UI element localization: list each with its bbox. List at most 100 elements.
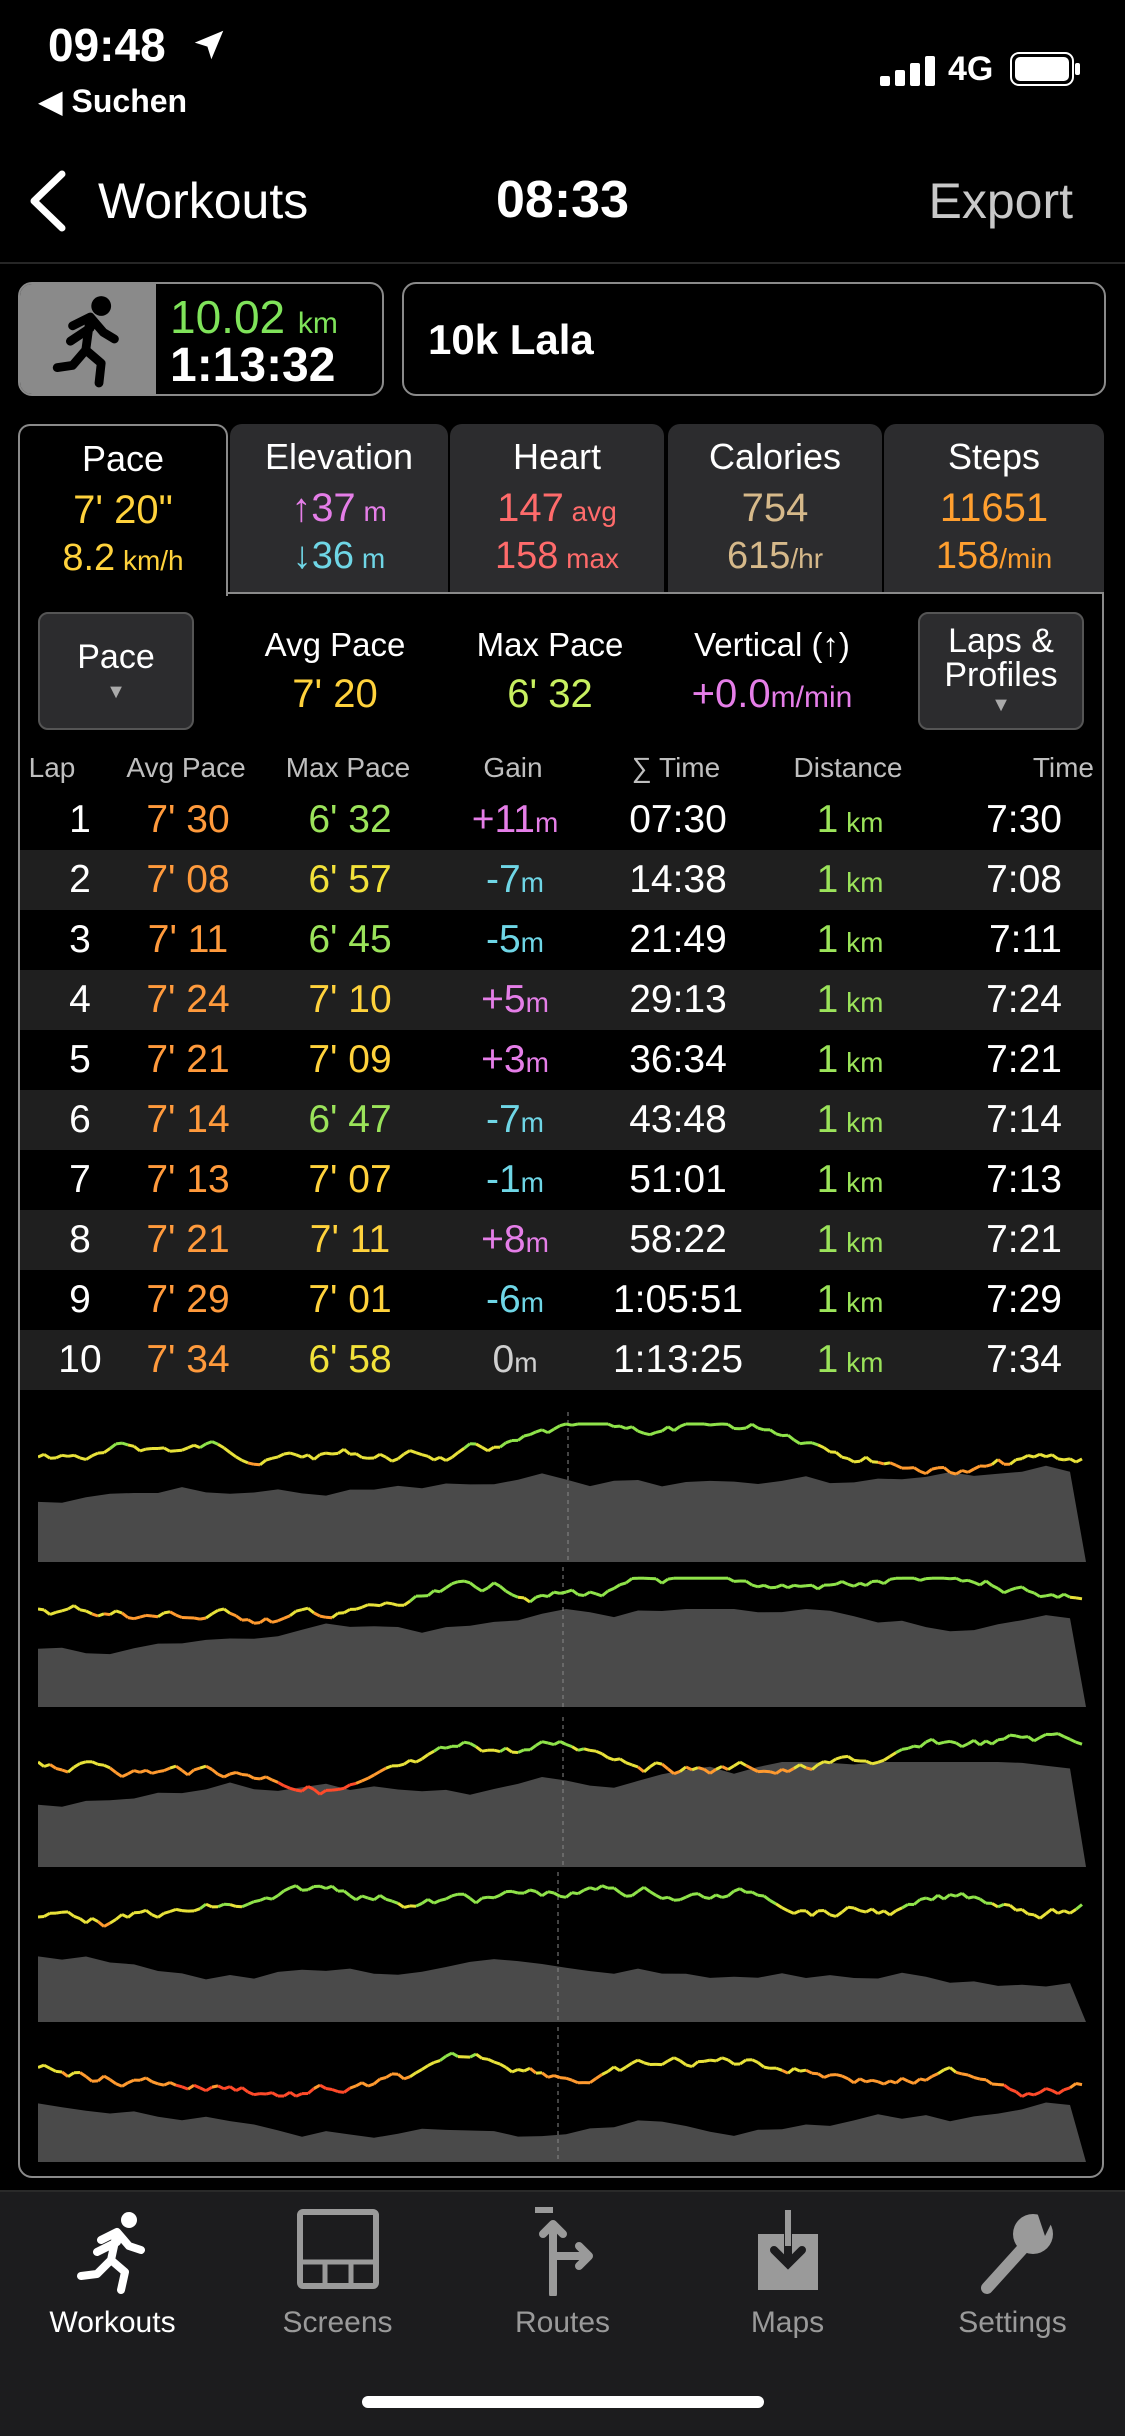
lap-number: 5 xyxy=(69,1038,91,1081)
pace-line-segment xyxy=(973,1464,981,1471)
workout-summary[interactable]: 10.02 km 1:13:32 xyxy=(18,282,384,396)
pace-line-segment xyxy=(175,1907,183,1913)
tab-calories[interactable]: Calories 754 615/hr xyxy=(668,424,882,592)
pace-dropdown-button[interactable]: Pace ▼ xyxy=(38,612,194,730)
pace-line-segment xyxy=(961,1892,969,1900)
pace-line-segment xyxy=(247,1773,255,1780)
workout-profile-charts[interactable] xyxy=(38,1412,1086,2164)
pace-line-segment xyxy=(889,1461,897,1467)
pace-line-segment xyxy=(739,1760,747,1767)
pace-line-segment xyxy=(829,1913,837,1918)
lap-row[interactable]: 10 7' 34 6' 58 0m 1:13:25 1 km 7:34 xyxy=(20,1330,1102,1390)
pace-line-segment xyxy=(541,1890,549,1898)
pace-line-segment xyxy=(703,1895,711,1900)
lap-cumulative-time: 21:49 xyxy=(629,918,727,961)
pace-line-segment xyxy=(649,1761,657,1769)
lap-number: 1 xyxy=(69,798,91,841)
avg-pace-stat: Avg Pace 7' 20 xyxy=(250,626,420,717)
pace-line-segment xyxy=(847,1582,855,1588)
pace-line-segment xyxy=(541,1428,549,1435)
pace-line-segment xyxy=(55,1453,63,1460)
pace-line-segment xyxy=(38,1915,45,1919)
pace-line-segment xyxy=(1015,1585,1023,1590)
pace-line-segment xyxy=(391,1602,399,1607)
pace-line-segment xyxy=(793,1583,801,1588)
lap-row[interactable]: 3 7' 11 6' 45 -5m 21:49 1 km 7:11 xyxy=(20,910,1102,970)
pace-line-segment xyxy=(655,1429,663,1434)
export-button[interactable]: Export xyxy=(928,173,1073,229)
pace-line-segment xyxy=(613,1424,621,1429)
pace-line-segment xyxy=(691,1766,699,1772)
pace-line-segment xyxy=(871,1760,879,1766)
pace-line-segment xyxy=(475,2052,483,2060)
pace-line-segment xyxy=(1039,1912,1047,1920)
pace-line-segment xyxy=(361,1603,369,1609)
pace-line-segment xyxy=(997,2083,1005,2087)
pace-line-segment xyxy=(133,1445,141,1453)
tab-steps[interactable]: Steps 11651 158/min xyxy=(884,424,1104,592)
lap-row[interactable]: 1 7' 30 6' 32 +11m 07:30 1 km 7:30 xyxy=(20,790,1102,850)
tab-pace[interactable]: Pace 7' 20" 8.2 km/h xyxy=(18,424,228,596)
pace-line-segment xyxy=(229,1451,237,1459)
pace-line-segment xyxy=(283,1451,291,1456)
tab-elevation[interactable]: Elevation ↑37 m ↓36 m xyxy=(230,424,448,592)
pace-line-segment xyxy=(403,2075,411,2081)
pace-line-segment xyxy=(517,1595,525,1600)
pace-line-segment xyxy=(139,1613,147,1619)
tab-workouts[interactable]: Workouts xyxy=(0,2206,225,2340)
pace-line-segment xyxy=(733,1887,741,1893)
back-to-app-link[interactable]: ◀ Suchen xyxy=(38,83,188,119)
pace-line-segment xyxy=(259,1458,267,1466)
pace-line-segment xyxy=(475,1442,483,1449)
pace-line-segment xyxy=(67,1766,75,1774)
pace-line-segment xyxy=(625,1425,633,1430)
pace-line-segment xyxy=(721,2056,729,2062)
pace-line-segment xyxy=(667,1895,675,1902)
pace-line-segment xyxy=(817,1583,825,1591)
pace-line-segment xyxy=(823,1760,831,1765)
laps-profiles-button[interactable]: Laps & Profiles ▼ xyxy=(918,612,1084,730)
pace-line-segment xyxy=(199,1616,207,1621)
pace-line-segment xyxy=(709,1768,717,1775)
tab-routes[interactable]: Routes xyxy=(450,2206,675,2340)
workout-name-field[interactable]: 10k Lala xyxy=(402,282,1106,396)
pace-line-segment xyxy=(967,1895,975,1900)
lap-avg-pace: 7' 21 xyxy=(146,1038,230,1081)
pace-line-segment xyxy=(163,1446,171,1453)
lap-row[interactable]: 8 7' 21 7' 11 +8m 58:22 1 km 7:21 xyxy=(20,1210,1102,1270)
pace-line-segment xyxy=(523,2066,531,2073)
chevron-left-icon[interactable] xyxy=(24,170,70,232)
lap-row[interactable]: 7 7' 13 7' 07 -1m 51:01 1 km 7:13 xyxy=(20,1150,1102,1210)
tab-screens[interactable]: Screens xyxy=(225,2206,450,2340)
lap-row[interactable]: 4 7' 24 7' 10 +5m 29:13 1 km 7:24 xyxy=(20,970,1102,1030)
pace-line-segment xyxy=(1021,1454,1029,1460)
pace-line-segment xyxy=(877,1909,885,1915)
pace-line-segment xyxy=(91,1612,99,1618)
tab-settings[interactable]: Settings xyxy=(900,2206,1125,2340)
pace-line-segment xyxy=(463,1579,471,1585)
pace-line-segment xyxy=(55,1766,63,1772)
pace-line-segment xyxy=(799,1763,807,1770)
tab-maps[interactable]: Maps xyxy=(675,2206,900,2340)
lap-row[interactable]: 6 7' 14 6' 47 -7m 43:48 1 km 7:14 xyxy=(20,1090,1102,1150)
lap-row[interactable]: 5 7' 21 7' 09 +3m 36:34 1 km 7:21 xyxy=(20,1030,1102,1090)
pace-line-segment xyxy=(121,1611,129,1619)
lap-number: 3 xyxy=(69,918,91,961)
back-button[interactable]: Workouts xyxy=(98,173,309,229)
pace-line-segment xyxy=(409,1594,417,1603)
pace-line-segment xyxy=(169,1907,177,1913)
pace-line-segment xyxy=(781,1767,789,1774)
tab-heart[interactable]: Heart 147 avg 158 max xyxy=(450,424,664,592)
pace-line-segment xyxy=(295,2092,303,2098)
pace-line-segment xyxy=(1075,1596,1083,1601)
lap-row[interactable]: 2 7' 08 6' 57 -7m 14:38 1 km 7:08 xyxy=(20,850,1102,910)
pace-line-segment xyxy=(1051,1907,1059,1915)
pace-line-segment xyxy=(853,1758,861,1763)
pace-line-segment xyxy=(565,1891,573,1899)
pace-line-segment xyxy=(319,1451,327,1456)
pace-line-segment xyxy=(1045,1453,1053,1459)
pace-line-segment xyxy=(589,2077,597,2084)
lap-row[interactable]: 9 7' 29 7' 01 -6m 1:05:51 1 km 7:29 xyxy=(20,1270,1102,1330)
pace-line-segment xyxy=(451,1580,459,1586)
pace-line-segment xyxy=(841,1906,849,1914)
